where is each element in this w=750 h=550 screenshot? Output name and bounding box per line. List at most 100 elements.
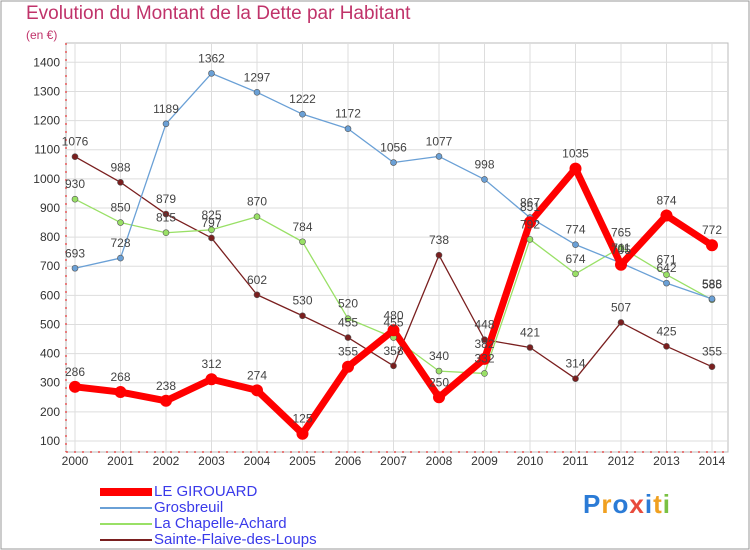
data-label-grosbreuil: 1189 [153, 102, 179, 116]
data-label-sainte-flaive-des-loups: 507 [611, 300, 631, 314]
data-label-sainte-flaive-des-loups: 738 [429, 233, 449, 247]
data-point-grosbreuil [481, 176, 488, 183]
data-label-sainte-flaive-des-loups: 797 [201, 216, 221, 230]
data-label-la-chapelle-achard: 870 [247, 195, 267, 209]
data-label-grosbreuil: 1056 [380, 141, 407, 155]
data-label-le-girouard: 238 [156, 379, 176, 393]
x-tick-label: 2011 [563, 454, 589, 468]
data-label-le-girouard: 250 [429, 375, 449, 389]
data-point-la-chapelle-achard [299, 238, 306, 246]
data-point-la-chapelle-achard [481, 370, 488, 377]
data-label-le-girouard: 772 [702, 223, 722, 237]
y-tick-label: 1100 [34, 143, 60, 157]
y-tick-label: 1400 [33, 55, 60, 69]
data-point-sainte-flaive-des-loups [617, 319, 625, 326]
data-label-sainte-flaive-des-loups: 425 [656, 324, 676, 338]
data-label-la-chapelle-achard: 815 [156, 211, 176, 225]
y-tick-label: 700 [40, 259, 60, 273]
data-point-le-girouard [251, 384, 263, 397]
data-label-le-girouard: 851 [520, 200, 540, 214]
x-tick-label: 2007 [380, 454, 407, 468]
data-label-sainte-flaive-des-loups: 448 [474, 318, 494, 332]
legend-label: Grosbreuil [154, 499, 224, 516]
data-label-sainte-flaive-des-loups: 355 [702, 345, 722, 359]
data-point-sainte-flaive-des-loups [162, 210, 170, 218]
logo-letter: r [601, 489, 613, 519]
data-point-grosbreuil [572, 241, 579, 248]
data-point-le-girouard [114, 386, 127, 399]
data-point-le-girouard [387, 324, 400, 337]
proxiti-logo: Proxiti [583, 489, 671, 520]
data-label-sainte-flaive-des-loups: 602 [247, 273, 267, 287]
data-label-la-chapelle-achard: 784 [292, 220, 312, 234]
data-point-grosbreuil [708, 295, 716, 303]
data-label-la-chapelle-achard: 765 [611, 225, 631, 239]
y-tick-label: 1200 [33, 114, 60, 128]
data-label-la-chapelle-achard: 930 [65, 177, 85, 191]
logo-letter: o [612, 489, 630, 519]
data-point-la-chapelle-achard [435, 367, 443, 375]
y-tick-label: 100 [40, 434, 60, 448]
data-label-la-chapelle-achard: 332 [474, 351, 494, 365]
data-label-grosbreuil: 588 [702, 277, 722, 291]
data-label-sainte-flaive-des-loups: 358 [383, 344, 403, 358]
data-label-la-chapelle-achard: 850 [110, 201, 130, 215]
logo-letter: P [583, 489, 602, 519]
data-point-sainte-flaive-des-loups [663, 343, 670, 350]
logo-letter: i [644, 489, 654, 519]
chart-title: Evolution du Montant de la Dette par Hab… [26, 3, 411, 24]
data-point-le-girouard [160, 394, 172, 407]
data-label-grosbreuil: 1077 [426, 134, 453, 148]
data-point-grosbreuil [663, 279, 670, 287]
data-point-la-chapelle-achard [162, 229, 170, 237]
data-point-sainte-flaive-des-loups [208, 234, 215, 242]
data-label-grosbreuil: 1362 [198, 51, 225, 65]
data-label-grosbreuil: 728 [110, 236, 130, 250]
data-label-le-girouard: 125 [292, 412, 312, 426]
data-label-le-girouard: 286 [65, 365, 85, 379]
data-point-la-chapelle-achard [71, 195, 79, 203]
data-point-grosbreuil [390, 159, 397, 166]
data-label-la-chapelle-achard: 455 [383, 316, 403, 330]
data-point-la-chapelle-achard [208, 226, 215, 234]
data-label-grosbreuil: 1297 [244, 70, 271, 84]
x-tick-label: 2013 [653, 454, 680, 468]
data-label-la-chapelle-achard: 520 [338, 297, 358, 311]
data-point-grosbreuil [253, 89, 261, 96]
legend-label: Sainte-Flaive-des-Loups [154, 531, 317, 548]
y-tick-label: 900 [40, 201, 60, 215]
chart-subtitle: (en €) [26, 28, 58, 42]
logo-letter: t [653, 489, 663, 519]
data-label-sainte-flaive-des-loups: 421 [520, 325, 540, 339]
data-label-sainte-flaive-des-loups: 314 [565, 357, 585, 371]
plot-area-border [65, 42, 729, 453]
data-point-la-chapelle-achard [663, 271, 670, 278]
y-tick-label: 800 [40, 230, 60, 244]
data-label-grosbreuil: 711 [611, 241, 630, 255]
legend-swatch [100, 539, 152, 541]
data-label-grosbreuil: 998 [474, 157, 494, 171]
data-point-sainte-flaive-des-loups [117, 179, 124, 186]
legend-label: LE GIROUARD [154, 483, 258, 500]
data-point-le-girouard [205, 373, 218, 386]
data-label-grosbreuil: 774 [565, 223, 585, 237]
data-point-grosbreuil [344, 125, 352, 133]
data-point-sainte-flaive-des-loups [526, 344, 534, 351]
y-tick-label: 200 [40, 405, 60, 419]
data-point-grosbreuil [71, 264, 79, 272]
data-point-sainte-flaive-des-loups [481, 336, 488, 343]
data-point-le-girouard [69, 380, 81, 393]
data-point-la-chapelle-achard [572, 270, 579, 278]
data-point-sainte-flaive-des-loups [344, 334, 352, 341]
data-point-sainte-flaive-des-loups [299, 312, 306, 320]
y-tick-label: 400 [40, 347, 60, 361]
x-tick-label: 2005 [289, 454, 316, 468]
data-point-la-chapelle-achard [617, 243, 625, 251]
data-label-grosbreuil: 693 [65, 246, 85, 260]
legend-swatch [100, 488, 152, 496]
data-label-le-girouard: 382 [474, 337, 494, 351]
data-point-le-girouard [569, 162, 582, 175]
data-point-la-chapelle-achard [117, 219, 124, 226]
